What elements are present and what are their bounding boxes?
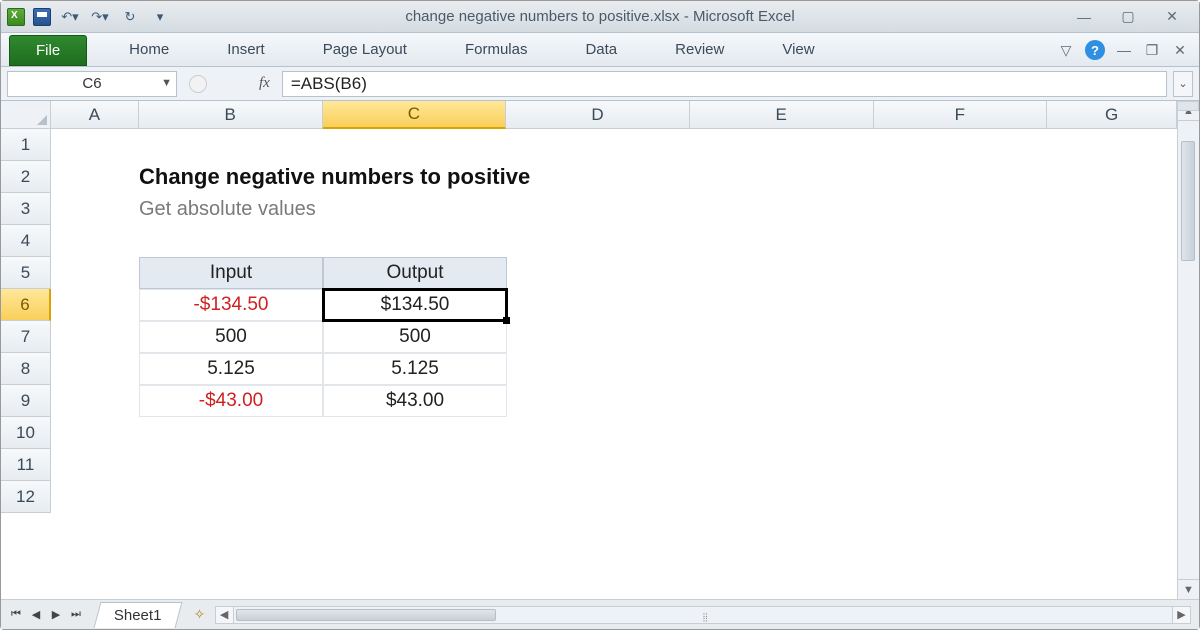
table-header: Input — [139, 257, 323, 289]
sheet-tab-active[interactable]: Sheet1 — [94, 602, 183, 628]
window-controls: — ▢ ✕ — [1071, 9, 1193, 25]
table-cell-output[interactable]: 500 — [323, 321, 507, 353]
formula-expand-icon[interactable]: ⌄ — [1173, 71, 1193, 97]
sheet-tab-label: Sheet1 — [114, 607, 162, 624]
tab-review[interactable]: Review — [657, 35, 742, 66]
row-header-9[interactable]: 9 — [1, 385, 51, 417]
column-header-B[interactable]: B — [139, 101, 323, 129]
row-header-11[interactable]: 11 — [1, 449, 51, 481]
tab-insert[interactable]: Insert — [209, 35, 283, 66]
horizontal-scrollbar[interactable]: ⦙⦙ ◀ ▶ — [215, 606, 1191, 624]
close-button[interactable]: ✕ — [1159, 9, 1185, 25]
redo-button[interactable]: ↷▾ — [89, 6, 111, 28]
workbook-minimize-button[interactable]: — — [1115, 42, 1133, 58]
formula-bar: C6 ▼ fx =ABS(B6) ⌄ — [1, 67, 1199, 101]
table-cell-output[interactable]: $43.00 — [323, 385, 507, 417]
row-header-7[interactable]: 7 — [1, 321, 51, 353]
sheet-nav-last-icon[interactable]: ⏭ — [67, 606, 85, 624]
sheet-nav-prev-icon[interactable]: ◀ — [27, 606, 45, 624]
column-header-E[interactable]: E — [690, 101, 874, 129]
row-header-1[interactable]: 1 — [1, 129, 51, 161]
title-bar: ↶▾ ↷▾ ↻ ▾ change negative numbers to pos… — [1, 1, 1199, 33]
sheet-subtitle: Get absolute values — [139, 193, 875, 225]
table-cell-output[interactable]: 5.125 — [323, 353, 507, 385]
table-cell-input[interactable]: 500 — [139, 321, 323, 353]
file-tab[interactable]: File — [9, 35, 87, 66]
view-split-icon: ⦙⦙ — [703, 612, 708, 625]
column-header-F[interactable]: F — [874, 101, 1048, 129]
row-header-8[interactable]: 8 — [1, 353, 51, 385]
column-headers: ABCDEFG — [51, 101, 1177, 129]
formula-text: =ABS(B6) — [291, 74, 367, 94]
row-header-10[interactable]: 10 — [1, 417, 51, 449]
workbook-restore-button[interactable]: ❐ — [1143, 42, 1161, 59]
window-title: change negative numbers to positive.xlsx… — [405, 8, 794, 25]
select-all-corner[interactable] — [1, 101, 51, 129]
column-header-C[interactable]: C — [323, 101, 507, 129]
sheet-nav-buttons: ⏮ ◀ ▶ ⏭ — [1, 606, 91, 624]
table-cell-input[interactable]: -$134.50 — [139, 289, 323, 321]
tab-page-layout[interactable]: Page Layout — [305, 35, 425, 66]
hscroll-thumb[interactable] — [236, 609, 496, 621]
qat-customize-icon[interactable]: ▾ — [149, 6, 171, 28]
undo-button[interactable]: ↶▾ — [59, 6, 81, 28]
maximize-button[interactable]: ▢ — [1115, 9, 1141, 25]
excel-app-icon — [7, 8, 25, 26]
ribbon-minimize-icon[interactable]: ▽ — [1057, 42, 1075, 59]
column-header-D[interactable]: D — [506, 101, 690, 129]
name-box-dropdown-icon[interactable]: ▼ — [161, 77, 172, 89]
tab-view[interactable]: View — [764, 35, 832, 66]
worksheet-area: ABCDEFG 123456789101112 Change negative … — [1, 101, 1199, 599]
ribbon-tabs: File Home Insert Page Layout Formulas Da… — [1, 33, 1199, 67]
table-cell-input[interactable]: -$43.00 — [139, 385, 323, 417]
quick-access-toolbar: ↶▾ ↷▾ ↻ ▾ — [33, 6, 171, 28]
vscroll-thumb[interactable] — [1181, 141, 1195, 261]
row-header-2[interactable]: 2 — [1, 161, 51, 193]
tab-home[interactable]: Home — [111, 35, 187, 66]
sheet-nav-next-icon[interactable]: ▶ — [47, 606, 65, 624]
workbook-close-button[interactable]: ✕ — [1171, 42, 1189, 59]
new-sheet-icon[interactable]: ✧ — [189, 606, 211, 624]
refresh-button[interactable]: ↻ — [119, 6, 141, 28]
split-handle[interactable] — [1177, 101, 1199, 111]
sheet-title: Change negative numbers to positive — [139, 161, 1049, 193]
table-cell-input[interactable]: 5.125 — [139, 353, 323, 385]
scroll-right-icon[interactable]: ▶ — [1172, 607, 1190, 623]
sheet-tab-bar: ⏮ ◀ ▶ ⏭ Sheet1 ✧ ⦙⦙ ◀ ▶ — [1, 599, 1199, 629]
row-header-3[interactable]: 3 — [1, 193, 51, 225]
column-header-G[interactable]: G — [1047, 101, 1177, 129]
minimize-button[interactable]: — — [1071, 9, 1097, 25]
scroll-left-icon[interactable]: ◀ — [216, 607, 234, 623]
cell-grid[interactable]: Change negative numbers to positiveGet a… — [51, 129, 1177, 599]
sheet-nav-first-icon[interactable]: ⏮ — [7, 606, 25, 624]
row-headers: 123456789101112 — [1, 129, 51, 513]
tab-formulas[interactable]: Formulas — [447, 35, 546, 66]
name-box-value: C6 — [82, 75, 101, 92]
table-header: Output — [323, 257, 507, 289]
table-cell-output[interactable]: $134.50 — [323, 289, 507, 321]
row-header-4[interactable]: 4 — [1, 225, 51, 257]
cancel-formula-icon[interactable] — [189, 75, 207, 93]
tab-data[interactable]: Data — [567, 35, 635, 66]
row-header-6[interactable]: 6 — [1, 289, 51, 321]
row-header-5[interactable]: 5 — [1, 257, 51, 289]
scroll-down-icon[interactable]: ▼ — [1178, 579, 1199, 599]
column-header-A[interactable]: A — [51, 101, 139, 129]
vertical-scrollbar[interactable]: ▲ ▼ — [1177, 101, 1199, 599]
row-header-12[interactable]: 12 — [1, 481, 51, 513]
help-icon[interactable]: ? — [1085, 40, 1105, 60]
fx-icon[interactable]: fx — [259, 75, 270, 92]
save-icon[interactable] — [33, 8, 51, 26]
formula-input[interactable]: =ABS(B6) — [282, 71, 1167, 97]
name-box[interactable]: C6 ▼ — [7, 71, 177, 97]
